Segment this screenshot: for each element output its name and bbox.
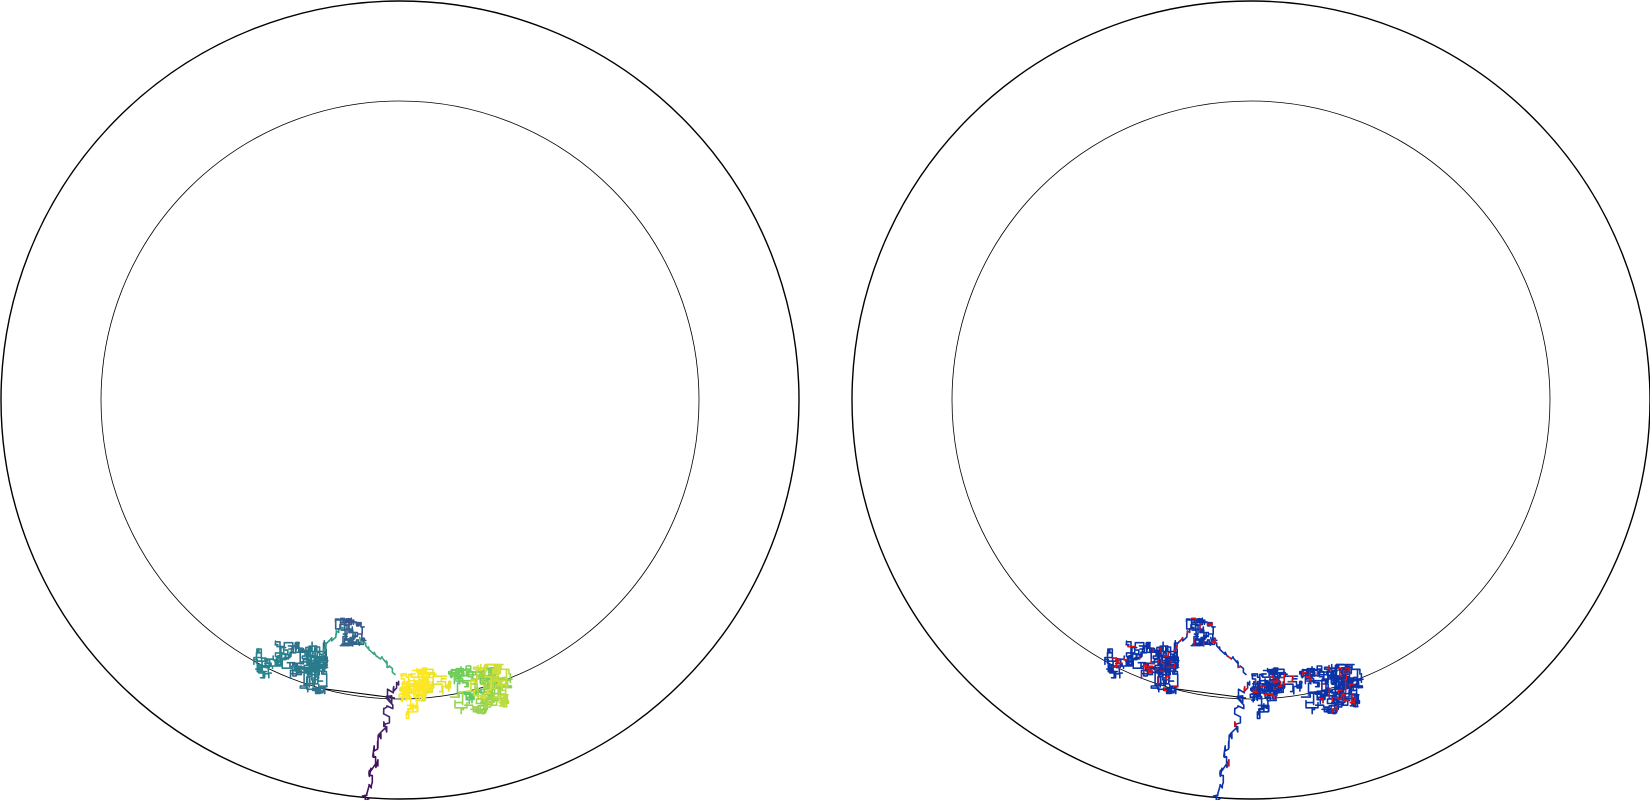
highlight-step (1123, 657, 1129, 661)
highlight-step (1308, 674, 1312, 680)
trajectory-segment (339, 635, 358, 647)
highlight-step (1272, 674, 1276, 679)
outer-ring (0, 0, 800, 800)
trajectory-segment (348, 617, 367, 642)
highlight-step (1351, 700, 1355, 705)
outer-ring (851, 0, 1650, 800)
trajectory-segment (477, 672, 495, 705)
highlight-step (1252, 688, 1259, 693)
highlight-step (1117, 658, 1123, 664)
highlight-step (1163, 687, 1168, 692)
highlight-step (1148, 670, 1153, 674)
highlight-step (1225, 759, 1230, 767)
trajectory-segment (400, 673, 425, 697)
highlight-step (1336, 694, 1343, 700)
trajectory-segment (1212, 680, 1251, 800)
highlight-step (1287, 678, 1294, 683)
highlight-step (1174, 644, 1178, 653)
highlight-step (1343, 674, 1348, 681)
highlight-step (1244, 685, 1249, 692)
trajectory-segment (405, 688, 427, 720)
trajectory-segment (361, 732, 382, 800)
trajectory-segment (378, 680, 400, 735)
highlight-step (1154, 666, 1158, 671)
trajectory-segment (469, 669, 488, 698)
highlight-step (1186, 630, 1191, 636)
trajectory-segment (454, 693, 485, 715)
highlight-step (1340, 696, 1345, 703)
right-marker-group (1111, 617, 1356, 767)
trajectory-segment (274, 646, 289, 664)
highlight-step (1252, 687, 1257, 692)
highlight-step (1111, 657, 1118, 663)
trajectory-segment (498, 683, 509, 708)
highlight-step (1237, 665, 1241, 669)
highlight-step (1342, 670, 1347, 675)
trajectory-segment (1104, 639, 1180, 695)
highlight-step (1339, 671, 1343, 677)
trajectory-segment (482, 663, 494, 700)
highlight-step (1344, 699, 1349, 703)
highlight-step (1190, 617, 1197, 623)
trajectory-segment (256, 648, 282, 679)
trajectory-segment (253, 648, 263, 673)
connection-line (1168, 687, 1247, 699)
trajectory-segment (422, 668, 452, 694)
highlight-step (1160, 659, 1165, 664)
trajectory-segment (477, 694, 501, 708)
highlight-step (1158, 647, 1162, 654)
trajectory-segment (465, 663, 486, 697)
trajectory-segment (482, 663, 502, 675)
highlight-step (1344, 667, 1350, 673)
highlight-step (1150, 658, 1156, 665)
right-trajectory-group (1104, 617, 1364, 800)
highlight-step (1211, 640, 1218, 644)
inner-ring (100, 100, 700, 700)
highlight-step (1279, 673, 1286, 679)
highlight-step (1165, 676, 1171, 680)
highlight-step (1333, 696, 1339, 700)
highlight-step (1212, 637, 1216, 642)
left-panel-diagram (0, 0, 800, 800)
highlight-step (1273, 677, 1278, 683)
trajectory-segment (358, 636, 396, 676)
trajectory-segment (1316, 663, 1361, 708)
trajectory-segment (412, 674, 431, 700)
highlight-step (1349, 683, 1355, 688)
trajectory-segment (451, 669, 472, 688)
highlight-step (1112, 663, 1118, 668)
inner-ring (951, 100, 1551, 700)
trajectory-segment (315, 659, 328, 694)
trajectory-segment (449, 691, 464, 698)
trajectory-segment (322, 617, 350, 657)
highlight-step (1273, 686, 1277, 690)
right-panel-diagram (851, 0, 1650, 800)
highlight-step (1269, 680, 1275, 684)
highlight-step (1226, 655, 1232, 660)
trajectory-segment (398, 678, 411, 703)
connection-line (317, 687, 396, 699)
highlight-step (1145, 667, 1149, 671)
highlight-step (1179, 637, 1184, 642)
left-trajectory-group (253, 617, 513, 800)
highlight-step (1234, 721, 1238, 728)
highlight-step (1272, 695, 1277, 700)
highlight-step (1337, 689, 1343, 694)
highlight-step (1319, 697, 1324, 704)
trajectory-segment (340, 624, 360, 647)
highlight-step (1148, 666, 1153, 672)
highlight-step (1163, 651, 1169, 657)
highlight-step (1207, 622, 1213, 626)
highlight-step (1328, 664, 1333, 671)
trajectory-segment (281, 651, 325, 672)
trajectory-segment (306, 664, 329, 688)
